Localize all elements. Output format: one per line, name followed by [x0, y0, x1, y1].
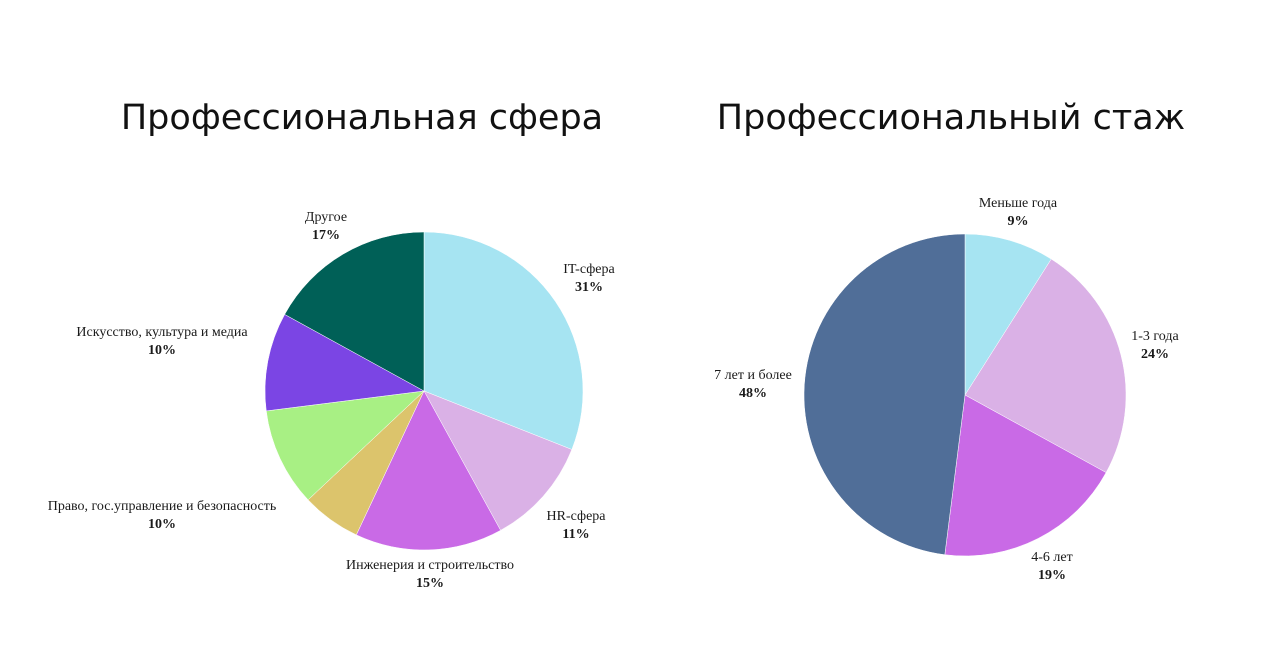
slice-value-label-1-1: 24%	[1141, 347, 1169, 362]
pie-slice-0-6	[284, 231, 425, 392]
slice-label-1-1: 1-3 года	[1131, 329, 1179, 344]
slice-value-label-1-0: 9%	[1008, 214, 1029, 229]
slice-value-label-0-2: 15%	[416, 576, 444, 591]
slice-value-label-0-1: 11%	[562, 527, 589, 542]
slice-label-0-1: HR-сфера	[547, 509, 607, 524]
slice-value-label-0-6: 17%	[312, 228, 340, 243]
chart-title-professional-experience: Профессиональный стаж	[716, 98, 1186, 138]
chart-title-professional-sphere: Профессиональная сфера	[120, 98, 604, 138]
pie-slice-1-2	[944, 394, 1107, 557]
slice-label-0-6: Другое	[305, 210, 347, 225]
slice-label-0-4: Право, гос.управление и безопасность	[48, 499, 277, 514]
pie-slice-0-2	[355, 390, 501, 551]
slice-label-1-0: Меньше года	[979, 196, 1058, 211]
pie-slice-0-1	[423, 390, 573, 531]
slice-label-1-2: 4-6 лет	[1031, 550, 1072, 565]
slice-value-label-0-0: 31%	[575, 280, 603, 295]
slice-value-label-0-4: 10%	[148, 517, 176, 532]
slice-label-0-2: Инженерия и строительство	[346, 558, 514, 573]
slice-value-label-1-3: 48%	[739, 386, 767, 401]
pie-slice-0-5	[264, 314, 425, 412]
pie-slice-1-3	[803, 233, 966, 556]
slice-value-label-0-5: 10%	[148, 343, 176, 358]
pie-slice-1-0	[964, 233, 1052, 396]
slice-value-label-1-2: 19%	[1038, 568, 1066, 583]
pie-slice-0-4	[265, 390, 425, 501]
pie-slice-0-0	[423, 231, 584, 450]
slice-label-1-3: 7 лет и более	[714, 368, 792, 383]
slice-label-0-5: Искусство, культура и медиа	[76, 325, 248, 340]
pie-slice-1-1	[964, 258, 1127, 473]
slice-label-0-0: IT-сфера	[563, 262, 615, 277]
